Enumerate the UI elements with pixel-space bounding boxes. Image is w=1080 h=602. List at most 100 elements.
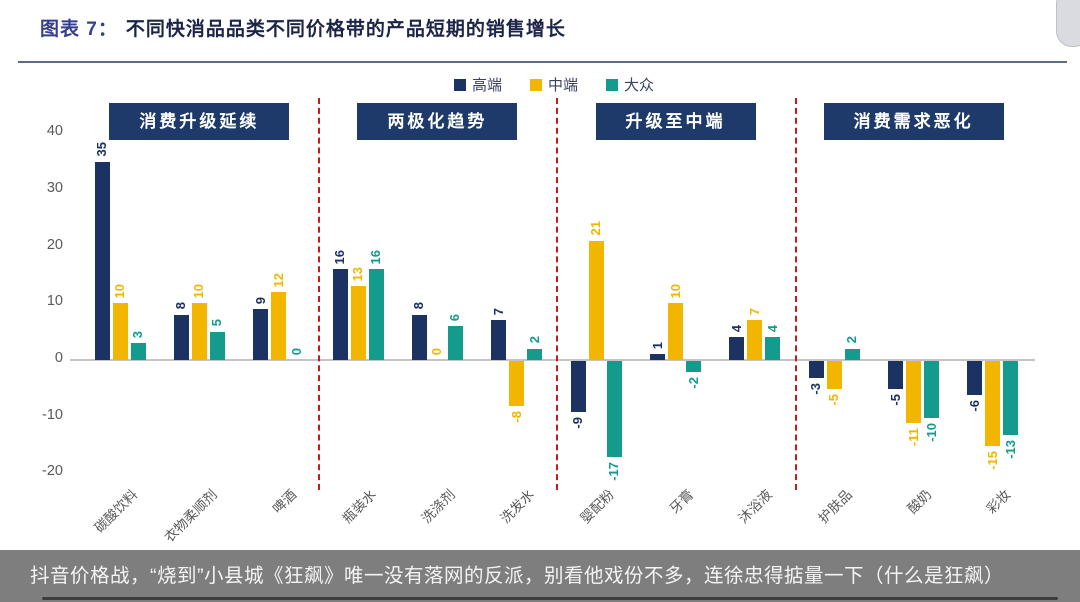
bar-value-label: 1 xyxy=(649,342,665,350)
bar xyxy=(447,325,463,360)
bar-value-label: 2 xyxy=(526,336,542,344)
group-separator-line xyxy=(318,98,321,490)
bar-value-label: 5 xyxy=(209,319,225,327)
bar-value-label: 7 xyxy=(490,308,506,316)
legend-label-premium: 高端 xyxy=(471,77,502,94)
x-axis-zero-line xyxy=(70,359,1035,361)
bar-value-label: -11 xyxy=(905,428,921,447)
bar xyxy=(253,308,269,360)
bar-value-label: -6 xyxy=(966,400,982,412)
group-header: 两极化趋势 xyxy=(357,103,518,140)
bar xyxy=(173,314,189,360)
legend-swatch-mass xyxy=(606,78,618,91)
bar xyxy=(350,286,366,360)
bar-value-label: 4 xyxy=(728,325,744,333)
x-axis-category-label: 沐浴液 xyxy=(736,486,776,527)
x-axis-category-label: 洗涤剂 xyxy=(418,486,458,527)
x-axis-category-label: 牙膏 xyxy=(666,486,696,517)
legend-item-mid: 中端 xyxy=(529,74,578,95)
x-axis-category-label: 碳酸饮料 xyxy=(91,486,141,536)
bar xyxy=(844,348,860,360)
bar xyxy=(209,331,225,360)
bar-value-label: 8 xyxy=(411,302,427,310)
legend-swatch-mid xyxy=(529,78,542,91)
bar-value-label: -15 xyxy=(984,451,1000,470)
x-axis-category-label: 酸奶 xyxy=(904,486,935,517)
bar-value-label: 0 xyxy=(288,347,304,355)
group-header: 消费需求恶化 xyxy=(823,103,1004,140)
caption-progress-line xyxy=(42,597,1058,600)
bar xyxy=(491,320,507,360)
bar-value-label: 35 xyxy=(94,142,109,157)
legend-item-mass: 大众 xyxy=(606,74,654,95)
bar-value-label: 2 xyxy=(844,336,860,344)
bar xyxy=(368,269,384,360)
bar-value-label: -5 xyxy=(826,394,842,406)
y-axis-tick-label: -10 xyxy=(42,406,63,423)
x-axis-category-label: 彩妆 xyxy=(983,486,1014,517)
bar xyxy=(570,361,586,413)
bar xyxy=(765,337,781,360)
y-axis-tick-label: 20 xyxy=(46,236,63,253)
y-axis-tick-label: 30 xyxy=(46,179,63,196)
chart-title-text: 不同快消品品类不同价格带的产品短期的销售增长 xyxy=(125,19,566,40)
bar-value-label: -8 xyxy=(508,411,524,423)
y-axis-tick-label: 10 xyxy=(46,293,63,310)
legend-label-mid: 中端 xyxy=(547,77,578,94)
bar-value-label: -2 xyxy=(685,377,701,389)
bar-value-label: 16 xyxy=(332,249,348,265)
chart-title: 图表 7： 不同快消品品类不同价格带的产品短期的销售增长 xyxy=(40,14,566,41)
legend-item-premium: 高端 xyxy=(453,74,502,95)
bar xyxy=(94,161,110,360)
bar xyxy=(985,361,1001,447)
bar xyxy=(411,314,427,360)
group-separator-line xyxy=(556,98,559,490)
bar-value-label: 10 xyxy=(191,283,207,299)
x-axis-category-label: 婴配粉 xyxy=(577,486,617,527)
bar xyxy=(112,303,128,360)
bar xyxy=(527,348,543,360)
bar xyxy=(826,361,842,390)
bar-value-label: 4 xyxy=(764,325,780,333)
bar-value-label: -9 xyxy=(570,417,586,429)
bar xyxy=(668,303,684,360)
scrollbar-thumb[interactable] xyxy=(1056,0,1080,47)
bar xyxy=(888,361,904,390)
group-header: 升级至中端 xyxy=(595,103,756,140)
bar xyxy=(747,320,763,360)
chart-title-prefix: 图表 7： xyxy=(40,19,118,40)
bar-value-label: -3 xyxy=(808,383,824,395)
bar-value-label: 6 xyxy=(447,313,463,321)
bar-value-label: 12 xyxy=(270,272,286,287)
y-axis-tick-label: 0 xyxy=(54,350,63,366)
caption-text: 抖音价格战，“烧到”小县城《狂飙》唯一没有落网的反派，别看他戏份不多，连徐忠得掂… xyxy=(30,564,1004,587)
bar-value-label: -13 xyxy=(1002,439,1018,459)
bar xyxy=(729,337,745,360)
bar-value-label: 21 xyxy=(588,221,604,236)
bar xyxy=(924,361,940,418)
bar xyxy=(191,303,207,360)
bar xyxy=(808,361,824,378)
bar xyxy=(271,291,287,360)
caption-bar: 抖音价格战，“烧到”小县城《狂飙》唯一没有落网的反派，别看他戏份不多，连徐忠得掂… xyxy=(0,550,1080,602)
title-divider xyxy=(18,61,1067,63)
bar-value-label: 13 xyxy=(350,266,366,282)
bar xyxy=(509,361,525,407)
bar xyxy=(606,361,622,458)
bar xyxy=(130,342,146,360)
bar-value-label: 0 xyxy=(429,347,445,355)
bar-value-label: 10 xyxy=(667,283,683,299)
x-axis-category-label: 啤酒 xyxy=(269,486,300,517)
bar-value-label: -5 xyxy=(887,394,903,406)
group-header: 消费升级延续 xyxy=(109,103,290,140)
bar xyxy=(1003,361,1019,435)
x-axis-category-label: 瓶装水 xyxy=(339,486,379,527)
y-axis-tick-label: 40 xyxy=(46,123,63,140)
legend-swatch-premium xyxy=(453,78,466,91)
bar-value-label: 10 xyxy=(112,283,127,299)
x-axis-category-label: 护肤品 xyxy=(815,486,855,527)
bar xyxy=(967,361,983,396)
bar-value-label: 8 xyxy=(173,302,189,310)
